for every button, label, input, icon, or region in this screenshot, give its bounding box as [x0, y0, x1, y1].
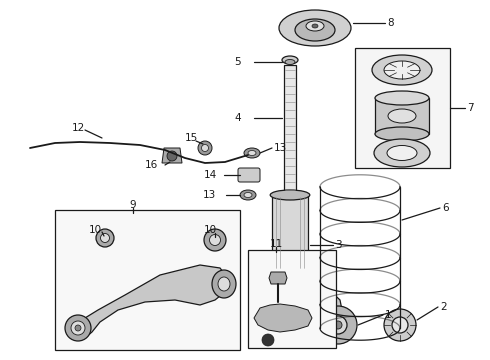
Polygon shape [262, 270, 345, 335]
Ellipse shape [201, 144, 209, 152]
Ellipse shape [240, 190, 256, 200]
FancyBboxPatch shape [238, 168, 260, 182]
Text: 15: 15 [185, 133, 198, 143]
Text: 1: 1 [385, 310, 392, 320]
Polygon shape [80, 265, 228, 338]
Text: 7: 7 [467, 103, 474, 113]
Ellipse shape [334, 321, 342, 329]
Ellipse shape [210, 234, 220, 246]
Text: 10: 10 [203, 225, 217, 235]
Text: 2: 2 [440, 302, 446, 312]
Bar [55, 210, 240, 350]
Ellipse shape [248, 150, 256, 156]
Ellipse shape [270, 190, 310, 200]
Text: 14: 14 [204, 170, 217, 180]
Ellipse shape [244, 193, 252, 198]
Ellipse shape [388, 109, 416, 123]
Ellipse shape [329, 316, 347, 334]
Circle shape [262, 334, 274, 346]
Ellipse shape [71, 321, 85, 335]
Ellipse shape [374, 139, 430, 167]
Ellipse shape [279, 10, 351, 46]
Ellipse shape [65, 315, 91, 341]
Ellipse shape [198, 141, 212, 155]
Circle shape [167, 151, 177, 161]
Ellipse shape [375, 91, 429, 105]
Text: 11: 11 [270, 239, 283, 249]
Ellipse shape [244, 148, 260, 158]
Ellipse shape [295, 19, 335, 41]
Ellipse shape [375, 127, 429, 141]
Text: 12: 12 [72, 123, 85, 133]
Ellipse shape [212, 270, 236, 298]
Bar [355, 48, 450, 168]
Ellipse shape [100, 234, 109, 243]
Ellipse shape [285, 59, 295, 64]
Ellipse shape [312, 24, 318, 28]
Text: 16: 16 [145, 160, 158, 170]
Text: 4: 4 [234, 113, 241, 123]
Text: 13: 13 [274, 143, 287, 153]
Polygon shape [284, 65, 296, 195]
Ellipse shape [75, 325, 81, 331]
Text: 10: 10 [88, 225, 101, 235]
Polygon shape [254, 304, 312, 332]
Polygon shape [269, 272, 287, 284]
Bar [375, 98, 429, 134]
Polygon shape [162, 148, 182, 163]
Ellipse shape [387, 145, 417, 161]
Ellipse shape [282, 56, 298, 64]
Ellipse shape [384, 61, 420, 79]
Ellipse shape [306, 21, 324, 31]
Ellipse shape [372, 55, 432, 85]
Text: 5: 5 [234, 57, 241, 67]
Polygon shape [272, 195, 308, 270]
Ellipse shape [384, 309, 416, 341]
Ellipse shape [204, 229, 226, 251]
Text: 8: 8 [387, 18, 393, 28]
Bar [248, 250, 336, 348]
Text: 13: 13 [203, 190, 216, 200]
Ellipse shape [319, 306, 357, 344]
Text: 3: 3 [335, 240, 342, 250]
Ellipse shape [96, 229, 114, 247]
Text: 9: 9 [130, 200, 136, 210]
Text: 6: 6 [442, 203, 449, 213]
Ellipse shape [218, 277, 230, 291]
Ellipse shape [392, 317, 408, 333]
